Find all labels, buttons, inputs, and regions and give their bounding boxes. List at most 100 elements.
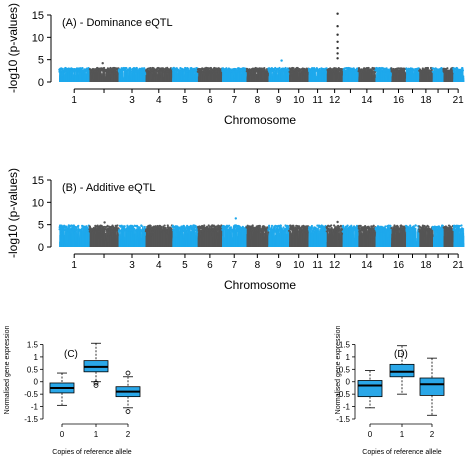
chromosome-5-point <box>177 68 180 71</box>
chromosome-19-band <box>432 81 435 82</box>
chromosome-18-point <box>422 70 425 73</box>
x-tick-label: 8 <box>255 95 261 106</box>
chromosome-9-band <box>276 74 278 82</box>
chromosome-4-point <box>161 68 164 71</box>
chromosome-2-point <box>108 68 112 71</box>
chromosome-5-band <box>192 76 194 82</box>
chromosome-5-band <box>193 81 195 82</box>
peak-point <box>336 12 339 15</box>
chromosome-14-band <box>358 76 360 82</box>
chromosome-11-band <box>312 72 314 82</box>
chromosome-7-band <box>225 69 227 82</box>
chromosome-6-band <box>216 75 218 82</box>
chromosome-6-band <box>214 69 216 82</box>
chromosome-7-point <box>231 68 235 71</box>
chromosome-7-band <box>233 78 236 82</box>
chromosome-3-band <box>119 78 121 82</box>
chromosome-5-band <box>186 70 188 82</box>
chromosome-2-point <box>114 67 117 70</box>
chromosome-9-point <box>279 68 282 72</box>
chromosome-3-point <box>137 70 140 73</box>
x-tick-label: 18 <box>420 95 432 106</box>
chromosome-2-point <box>88 68 91 71</box>
chromosome-11-point <box>312 68 315 71</box>
chromosome-1-band <box>85 74 88 82</box>
chromosome-10-band <box>304 77 306 82</box>
chromosome-8-point <box>256 67 259 70</box>
chromosome-20-band <box>450 73 452 82</box>
panel-a-points <box>58 12 465 82</box>
chromosome-3-band <box>123 77 125 82</box>
chromosome-16-band <box>396 71 399 82</box>
y-tick-label: 15 <box>32 175 44 187</box>
x-tick-label: 4 <box>156 260 162 271</box>
chromosome-2-band <box>100 73 102 82</box>
chromosome-10-point <box>298 70 301 73</box>
chromosome-8-point <box>251 69 254 72</box>
chromosome-4-point <box>158 67 161 70</box>
chromosome-6-band <box>206 68 208 82</box>
chromosome-3-band <box>131 74 133 82</box>
chromosome-3-band <box>129 79 131 82</box>
chromosome-2-band <box>109 74 111 82</box>
chromosome-10-band <box>301 79 303 82</box>
chromosome-5-band <box>174 74 176 82</box>
chromosome-10-point <box>304 69 307 72</box>
chromosome-2-point <box>93 70 96 73</box>
chromosome-11-band <box>308 71 311 82</box>
chromosome-6-band <box>215 77 218 82</box>
chromosome-6-band <box>202 72 204 82</box>
chromosome-13-band <box>356 73 358 82</box>
x-tick-label: 5 <box>182 95 188 106</box>
x-tick-label: 1 <box>71 95 77 106</box>
chromosome-8-band <box>253 69 255 82</box>
chromosome-1-band <box>71 69 73 82</box>
chromosome-2-point <box>104 70 107 73</box>
chromosome-1-band <box>80 70 82 82</box>
chromosome-20-point <box>442 70 445 73</box>
chromosome-4-point <box>159 70 162 73</box>
chromosome-2-point <box>110 69 113 72</box>
chromosome-11-band <box>317 73 319 82</box>
chromosome-4-band <box>167 70 169 82</box>
chromosome-1-point <box>78 70 81 73</box>
chromosome-15-band <box>388 76 391 82</box>
chromosome-4-point <box>163 68 166 71</box>
chromosome-3-band <box>144 70 146 82</box>
chromosome-6-point <box>212 68 216 71</box>
chromosome-7-band <box>222 70 224 82</box>
chromosome-3-band <box>138 70 141 82</box>
x-tick-label: 4 <box>156 95 162 106</box>
chromosome-6-point <box>217 68 220 71</box>
chromosome-16-point <box>396 70 399 73</box>
chromosome-6-band <box>209 71 212 82</box>
chromosome-11-band <box>310 81 312 82</box>
chromosome-9-point <box>284 66 287 70</box>
chromosome-7-band <box>241 74 243 82</box>
chromosome-4-band <box>168 80 170 82</box>
chromosome-2-band <box>91 78 94 82</box>
chromosome-14-point <box>364 67 367 70</box>
x-tick-label: 14 <box>361 260 373 271</box>
chromosome-6-band <box>219 78 221 82</box>
chromosome-4-band <box>163 78 165 82</box>
chromosome-7-band <box>233 69 236 82</box>
chromosome-6-point <box>205 69 208 72</box>
chromosome-15-point <box>382 69 385 72</box>
chromosome-3-band <box>128 72 130 82</box>
chromosome-15-point <box>385 69 388 72</box>
chromosome-2-band <box>101 78 103 82</box>
x-tick-label: 11 <box>312 260 323 271</box>
chromosome-11-point <box>324 69 327 72</box>
chromosome-7-band <box>223 71 225 82</box>
chromosome-13-point <box>343 69 346 72</box>
chromosome-8-point <box>260 67 263 70</box>
chromosome-19-point <box>435 69 439 72</box>
chromosome-2-point <box>96 70 99 73</box>
chromosome-9-point <box>277 69 280 72</box>
chromosome-5-point <box>195 67 198 70</box>
chromosome-5-band <box>194 78 196 82</box>
chromosome-8-point <box>246 68 249 71</box>
x-tick-label: 14 <box>361 95 373 106</box>
chromosome-10-point <box>296 69 299 73</box>
